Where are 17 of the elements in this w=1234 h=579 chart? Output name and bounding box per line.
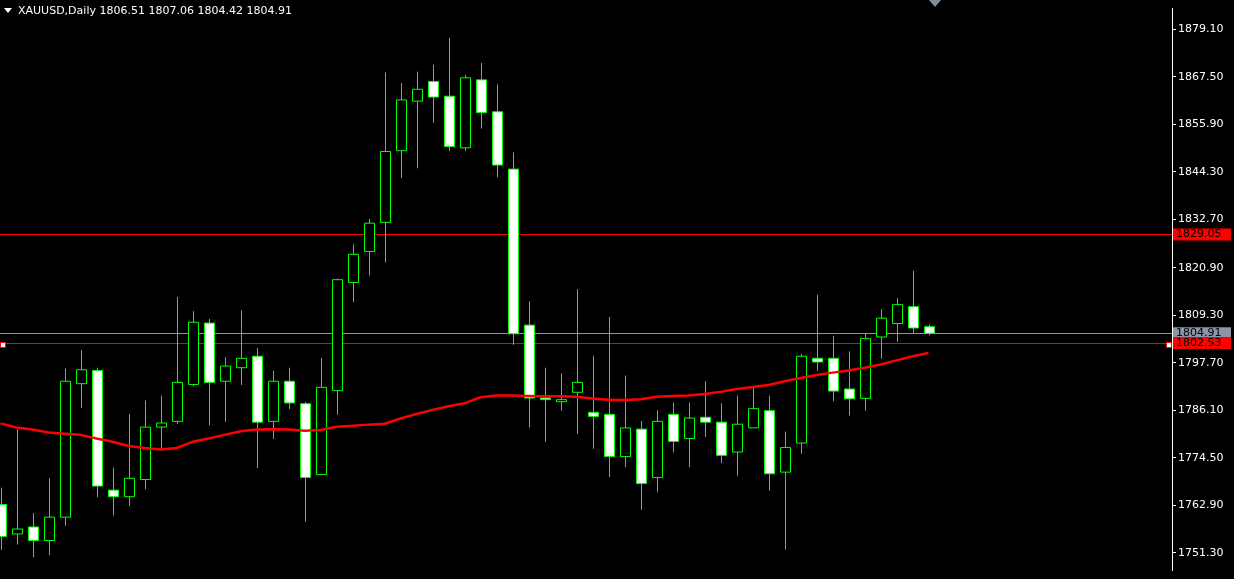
ref-line-label: 1802.53 (1176, 335, 1222, 349)
y-tick-label: 1774.50 (1178, 450, 1224, 464)
y-tick-label: 1786.10 (1178, 403, 1224, 417)
y-tick-label: 1820.90 (1178, 260, 1224, 274)
y-tick-label: 1751.30 (1178, 545, 1224, 559)
candlestick (428, 64, 439, 124)
y-tick-label: 1809.30 (1178, 308, 1224, 322)
y-tick-label: 1832.70 (1178, 212, 1224, 226)
y-tick-label: 1879.10 (1178, 22, 1224, 36)
ref-line-label: 1829.05 (1176, 227, 1222, 241)
y-tick-label: 1762.90 (1178, 498, 1224, 512)
y-tick-label: 1867.50 (1178, 69, 1224, 83)
y-tick-label: 1797.70 (1178, 355, 1224, 369)
chart-title: XAUUSD,Daily 1806.51 1807.06 1804.42 1804.91 (18, 3, 292, 17)
y-tick-label: 1855.90 (1178, 117, 1224, 131)
y-tick-label: 1844.30 (1178, 164, 1224, 178)
candlestick (892, 297, 903, 343)
